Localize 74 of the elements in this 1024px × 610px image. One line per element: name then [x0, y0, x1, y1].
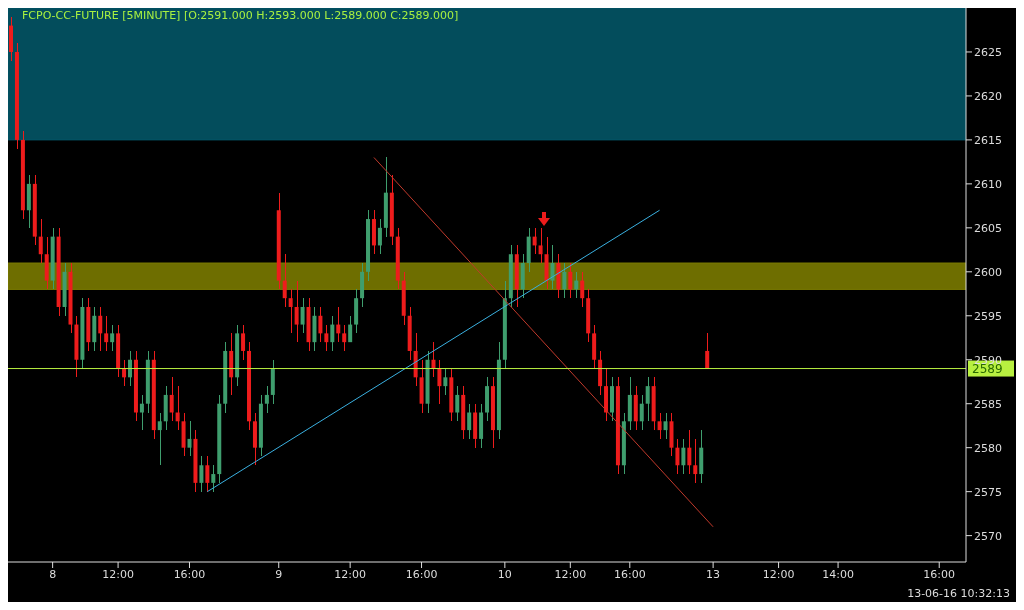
x-tick-label: 12:00	[102, 567, 134, 581]
y-tick-label: 2570	[974, 529, 1002, 543]
candlestick	[110, 323, 115, 352]
candlestick	[687, 429, 692, 475]
y-tick-label: 2625	[974, 45, 1002, 59]
candlestick	[693, 438, 698, 484]
candlestick	[705, 332, 710, 370]
candlestick	[336, 306, 341, 343]
candlestick	[318, 306, 323, 343]
x-tick-label: 16:00	[173, 567, 206, 581]
x-tick-label: 12:00	[762, 567, 795, 581]
candlestick	[294, 279, 299, 343]
y-tick-label: 2610	[974, 177, 1002, 191]
y-tick-label: 2595	[974, 309, 1002, 323]
candlestick	[205, 455, 210, 493]
candlestick	[169, 376, 174, 423]
candlestick	[675, 438, 680, 475]
y-tick-label: 2605	[974, 221, 1002, 235]
candlestick	[574, 271, 579, 299]
y-tick-label: 2580	[974, 441, 1002, 455]
chart-title: FCPO-CC-FUTURE [5MINUTE] [O:2591.000 H:2593.000 L:2589.000 C:2589.000]	[22, 9, 459, 22]
candlestick	[342, 323, 347, 352]
x-tick-label: 14:00	[822, 567, 854, 581]
y-tick-label: 2615	[974, 133, 1002, 147]
x-tick-label: 16:00	[613, 567, 646, 581]
candlestick	[324, 323, 329, 352]
text: 13-06-16 10:32:13	[907, 587, 1010, 600]
candlestick	[562, 262, 567, 299]
x-tick-label: 10	[497, 567, 512, 581]
x-tick-label: 13	[706, 567, 721, 581]
candlestick	[580, 271, 585, 308]
candlestick	[282, 253, 287, 308]
candlestick	[38, 218, 43, 264]
candlestick	[264, 385, 269, 414]
candlestick	[532, 227, 537, 256]
candlestick	[98, 306, 103, 352]
candlestick	[104, 314, 109, 352]
candlestick	[348, 314, 353, 343]
y-tick-label: 2620	[974, 89, 1002, 103]
x-tick-label: 9	[275, 567, 283, 581]
candlestick	[288, 288, 293, 335]
candlestick	[437, 358, 442, 405]
candlestick	[431, 341, 436, 379]
candlestick	[467, 402, 472, 440]
candlestick	[241, 323, 246, 361]
candlestick	[443, 367, 448, 396]
y-tick-label: 2585	[974, 397, 1002, 411]
candlestick	[681, 438, 686, 475]
x-tick-label: 16:00	[405, 567, 438, 581]
y-tick-label: 2600	[974, 265, 1002, 279]
candlestick	[211, 464, 216, 493]
candlestick	[187, 420, 192, 458]
candlestick	[663, 411, 668, 440]
candlestick	[377, 218, 382, 256]
x-tick-label: 16:00	[923, 567, 956, 581]
candlestick	[139, 394, 144, 431]
candlestick	[550, 244, 555, 291]
y-tick-label: 2575	[974, 485, 1002, 499]
candlestick	[175, 385, 180, 431]
candlestick	[199, 455, 204, 493]
candlestick	[645, 376, 650, 423]
candlestick	[330, 314, 335, 352]
candlestick	[657, 411, 662, 440]
candlestick	[639, 394, 644, 431]
candlestick	[128, 350, 133, 387]
candlestick	[455, 385, 460, 423]
x-tick-label: 12:00	[554, 567, 587, 581]
candlestick	[122, 358, 127, 387]
candlestick	[568, 262, 573, 299]
candlestick	[538, 227, 543, 264]
candlestick	[300, 297, 305, 335]
x-tick-label: 8	[49, 567, 57, 581]
x-tick-label: 12:00	[334, 567, 366, 581]
candlestick	[157, 411, 162, 467]
